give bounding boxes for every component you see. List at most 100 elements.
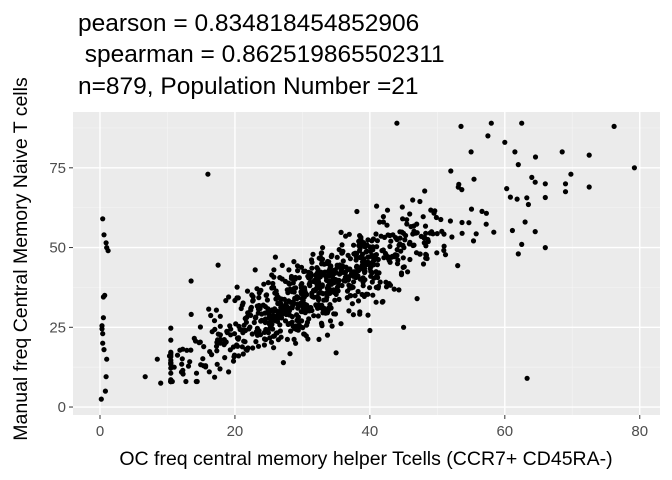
scatter-point xyxy=(340,258,346,264)
scatter-point xyxy=(562,181,569,187)
scatter-point xyxy=(350,312,356,318)
scatter-point xyxy=(254,286,260,292)
scatter-point xyxy=(158,380,164,386)
chart-title-line-2: spearman = 0.862519865502311 xyxy=(78,41,445,68)
scatter-point xyxy=(586,152,592,158)
scatter-point xyxy=(198,362,204,368)
scatter-point xyxy=(404,217,410,223)
scatter-point xyxy=(316,295,322,301)
scatter-point xyxy=(295,268,301,274)
scatter-point xyxy=(174,352,181,358)
scatter-point xyxy=(293,285,299,291)
scatter-point xyxy=(387,259,393,265)
scatter-point xyxy=(279,276,285,282)
scatter-point xyxy=(284,336,290,342)
scatter-point xyxy=(559,149,565,155)
scatter-point xyxy=(524,375,530,381)
scatter-point xyxy=(236,323,242,329)
scatter-point xyxy=(407,211,413,217)
scatter-point xyxy=(442,252,449,258)
y-axis-label: Manual freq Central Memory Naive T cells xyxy=(10,77,32,441)
scatter-point xyxy=(205,171,211,177)
scatter-point xyxy=(251,319,257,326)
scatter-point xyxy=(360,275,366,281)
scatter-point xyxy=(271,345,277,351)
scatter-point xyxy=(519,120,525,126)
scatter-point xyxy=(217,366,223,372)
scatter-point xyxy=(354,208,360,215)
scatter-point xyxy=(193,370,200,376)
scatter-point xyxy=(168,378,174,385)
scatter-point xyxy=(217,332,223,338)
scatter-point xyxy=(410,197,416,203)
scatter-point xyxy=(428,207,434,213)
scatter-point xyxy=(384,222,390,228)
scatter-point xyxy=(101,232,107,238)
scatter-point xyxy=(432,208,438,214)
scatter-point xyxy=(250,345,256,351)
scatter-point xyxy=(288,275,294,281)
scatter-point xyxy=(332,276,338,282)
scatter-point xyxy=(327,318,334,324)
scatter-point xyxy=(154,356,160,362)
scatter-point xyxy=(387,282,394,288)
scatter-point xyxy=(542,194,548,201)
scatter-point xyxy=(400,264,406,270)
scatter-point xyxy=(292,274,298,281)
scatter-point xyxy=(631,165,638,171)
scatter-point xyxy=(358,242,364,248)
scatter-point xyxy=(98,396,104,402)
scatter-point xyxy=(423,252,429,258)
scatter-point xyxy=(532,179,538,185)
scatter-point xyxy=(222,340,228,346)
scatter-point xyxy=(236,353,242,359)
scatter-point xyxy=(226,369,232,375)
scatter-point xyxy=(377,279,383,285)
scatter-point xyxy=(397,235,403,241)
scatter-point xyxy=(346,308,352,314)
scatter-point xyxy=(262,310,268,316)
scatter-point xyxy=(252,267,258,273)
scatter-point xyxy=(277,328,283,334)
scatter-point xyxy=(272,254,278,260)
scatter-point xyxy=(104,356,110,362)
scatter-point xyxy=(407,256,413,263)
scatter-point xyxy=(100,331,106,337)
scatter-point xyxy=(324,332,331,338)
scatter-point xyxy=(447,218,453,224)
scatter-point xyxy=(332,297,338,303)
scatter-point xyxy=(522,219,528,225)
scatter-point xyxy=(372,255,378,261)
scatter-point xyxy=(239,302,245,308)
scatter-point xyxy=(321,305,327,311)
scatter-point xyxy=(296,319,302,325)
scatter-point xyxy=(264,297,270,303)
scatter-point xyxy=(422,223,429,229)
scatter-point xyxy=(374,273,380,279)
scatter-point xyxy=(479,208,485,214)
scatter-point xyxy=(203,364,209,370)
scatter-point xyxy=(448,168,454,174)
scatter-point xyxy=(168,370,174,376)
scatter-point xyxy=(296,323,302,329)
scatter-point xyxy=(255,343,262,349)
scatter-point xyxy=(394,247,400,253)
scatter-point xyxy=(197,324,203,330)
scatter-point xyxy=(334,254,340,260)
scatter-point xyxy=(411,242,417,248)
scatter-point xyxy=(470,238,477,244)
y-tick-label: 0 xyxy=(58,399,66,416)
scatter-point xyxy=(248,305,254,311)
scatter-point xyxy=(319,323,325,329)
scatter-point xyxy=(369,270,375,276)
scatter-point xyxy=(373,231,379,237)
scatter-point xyxy=(367,266,373,272)
scatter-point xyxy=(331,270,337,276)
scatter-point xyxy=(278,296,284,302)
scatter-point xyxy=(288,328,294,334)
scatter-point xyxy=(263,336,269,343)
scatter-point xyxy=(265,280,271,286)
scatter-point xyxy=(254,332,261,338)
scatter-point xyxy=(324,294,330,300)
scatter-point xyxy=(391,286,397,292)
